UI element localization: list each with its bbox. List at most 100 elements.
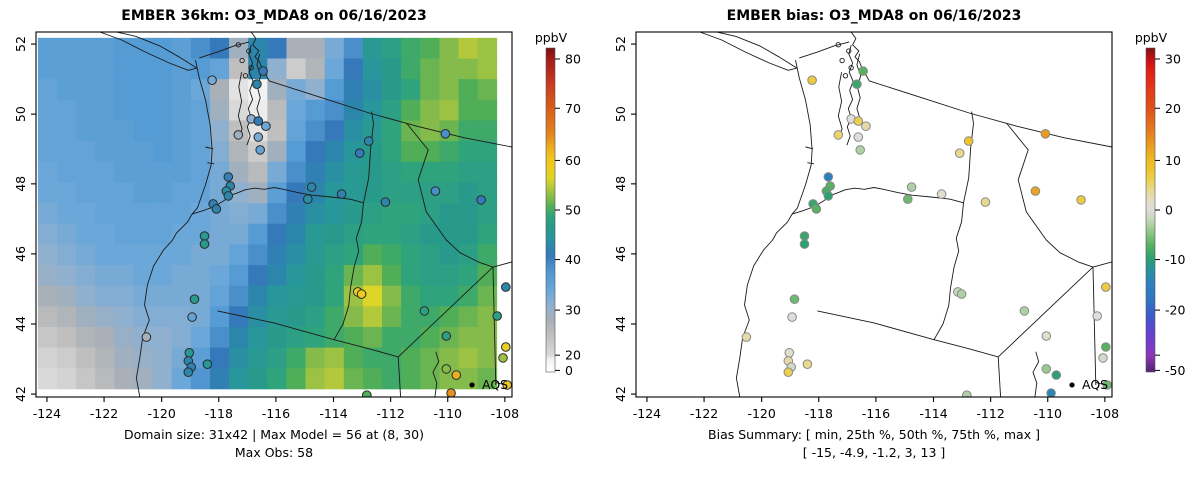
raster-cell	[267, 203, 287, 225]
raster-cell	[362, 265, 383, 287]
y-axis-tick-label: 46	[613, 246, 628, 262]
raster-cell	[343, 182, 364, 204]
raster-cell	[382, 265, 402, 287]
id-wy-border-outline	[492, 267, 497, 386]
raster-cell	[439, 306, 459, 328]
station-dot	[419, 306, 430, 316]
station-dot	[451, 370, 462, 380]
colorbar-tick-label: 40	[565, 252, 581, 267]
raster-cell	[190, 79, 211, 101]
station-dot	[807, 75, 817, 85]
bear-river-outline	[1032, 351, 1040, 397]
colorbar-tick-label: 20	[1165, 101, 1181, 116]
raster-cell	[286, 182, 306, 204]
south-diagonal-west-outline	[817, 310, 999, 358]
raster-cell	[420, 223, 440, 245]
station-dot	[741, 332, 752, 342]
raster-cell	[57, 347, 77, 369]
raster-cell	[439, 244, 459, 266]
raster-cell	[439, 161, 459, 183]
raster-cell	[171, 285, 192, 307]
raster-cell	[382, 327, 402, 349]
raster-cell	[439, 58, 459, 80]
raster-cell	[458, 37, 478, 59]
raster-cell	[152, 306, 173, 328]
colorbar-tick-label: 30	[1165, 52, 1181, 67]
station-dot	[336, 189, 347, 199]
left-aqs-legend-label: AQS	[482, 377, 508, 392]
raster-cell	[95, 306, 115, 328]
raster-cell	[401, 223, 421, 245]
raster-cell	[267, 99, 287, 121]
raster-cell	[343, 37, 364, 59]
station-dot	[787, 312, 797, 322]
raster-cell	[267, 141, 287, 163]
wa-id-snake-border-outline	[933, 111, 974, 340]
station-dot	[1101, 282, 1111, 292]
raster-cell	[190, 58, 211, 80]
raster-cell	[267, 368, 287, 390]
raster-cell	[190, 306, 211, 328]
raster-cell	[343, 368, 364, 390]
raster-cell	[37, 223, 58, 245]
y-axis-tick-label: 46	[13, 246, 28, 262]
x-axis-tick-label: -112	[976, 406, 1004, 421]
raster-cell	[267, 244, 287, 266]
raster-cell	[343, 58, 364, 80]
station-dot	[1041, 331, 1052, 341]
x-axis-tick-label: -118	[805, 406, 833, 421]
left-geography	[99, 32, 512, 397]
left-colorbar-units-label: ppbV	[535, 30, 568, 45]
raster-cell	[286, 99, 306, 121]
station-dot	[252, 79, 262, 89]
raster-cell	[133, 182, 153, 204]
station-dot	[141, 332, 152, 342]
raster-cell	[439, 182, 459, 204]
raster-cell	[382, 223, 402, 245]
raster-cell	[209, 120, 230, 142]
raster-cell	[401, 368, 421, 390]
raster-cell	[343, 120, 364, 142]
raster-cell	[439, 141, 459, 163]
raster-cell	[420, 58, 440, 80]
station-dot	[189, 294, 200, 305]
raster-cell	[152, 265, 173, 287]
raster-cell	[76, 99, 96, 121]
raster-cell	[382, 58, 402, 80]
raster-cell	[286, 223, 306, 245]
id-mt-border-outline	[405, 122, 494, 268]
raster-cell	[286, 203, 306, 225]
left-map-area	[37, 32, 512, 397]
raster-cell	[114, 285, 134, 307]
raster-cell	[152, 161, 173, 183]
raster-cell	[171, 120, 192, 142]
raster-cell	[343, 306, 364, 328]
raster-cell	[190, 161, 211, 183]
raster-cell	[286, 37, 306, 59]
raster-cell	[152, 37, 173, 59]
raster-cell	[76, 58, 96, 80]
raster-cell	[95, 285, 115, 307]
right-plot-box	[635, 31, 1113, 398]
raster-cell	[57, 203, 77, 225]
raster-cell	[458, 58, 478, 80]
raster-cell	[382, 120, 402, 142]
raster-cell	[37, 99, 58, 121]
raster-cell	[76, 182, 96, 204]
right-caption-line2: [ -15, -4.9, -1.2, 3, 13 ]	[803, 445, 946, 460]
vancouver-island-outline	[99, 32, 198, 71]
right-map-area	[699, 32, 1112, 397]
island-outline	[235, 42, 241, 48]
colorbar-tick-label: 70	[565, 101, 581, 116]
station-dot	[199, 239, 210, 249]
station-dot	[811, 204, 822, 214]
raster-cell	[305, 285, 326, 307]
raster-cell	[190, 37, 211, 59]
raster-cell	[76, 37, 96, 59]
raster-cell	[458, 99, 478, 121]
raster-cell	[324, 37, 345, 59]
raster-cell	[190, 120, 211, 142]
raster-cell	[439, 203, 459, 225]
raster-cell	[420, 368, 440, 390]
